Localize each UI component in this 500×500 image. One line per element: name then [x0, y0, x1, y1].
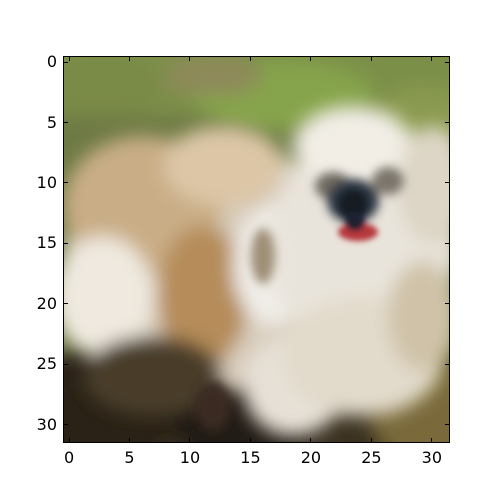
x-tick-mark-top — [310, 56, 312, 61]
x-tick-mark-top — [68, 56, 70, 61]
y-tick-mark-right — [445, 61, 450, 63]
y-tick-label: 15 — [36, 233, 57, 253]
x-tick-mark-top — [189, 56, 191, 61]
x-tick-label: 10 — [179, 448, 201, 467]
x-tick-label: 30 — [421, 448, 443, 467]
y-tick-label: 10 — [36, 172, 57, 192]
y-tick-label: 5 — [46, 112, 57, 132]
y-tick-mark-right — [445, 122, 450, 124]
y-tick-label: 20 — [36, 293, 57, 313]
x-tick-mark — [249, 438, 251, 443]
x-tick-label: 15 — [240, 448, 261, 467]
dog-image — [63, 56, 450, 443]
y-tick-mark — [63, 122, 68, 124]
x-tick-mark-top — [129, 56, 131, 61]
x-tick-mark-top — [249, 56, 251, 61]
y-tick-mark-right — [445, 424, 450, 426]
y-tick-mark-right — [445, 242, 450, 244]
y-tick-label: 30 — [36, 414, 57, 434]
y-tick-mark — [63, 182, 68, 184]
x-tick-mark — [129, 438, 131, 443]
x-tick-label: 20 — [300, 448, 322, 467]
y-tick-label: 25 — [36, 354, 57, 374]
x-tick-mark-top — [431, 56, 433, 61]
y-tick-mark — [63, 363, 68, 365]
y-tick-mark — [63, 424, 68, 426]
x-tick-label: 5 — [124, 448, 135, 467]
x-tick-mark-top — [370, 56, 372, 61]
x-tick-mark — [189, 438, 191, 443]
y-tick-mark — [63, 303, 68, 305]
x-tick-mark — [431, 438, 433, 443]
y-tick-mark — [63, 242, 68, 244]
x-tick-mark — [68, 438, 70, 443]
y-tick-mark-right — [445, 303, 450, 305]
x-tick-mark — [370, 438, 372, 443]
y-tick-mark-right — [445, 182, 450, 184]
image-plot — [63, 56, 450, 443]
y-tick-label: 0 — [46, 52, 57, 72]
y-tick-mark-right — [445, 363, 450, 365]
x-tick-mark — [310, 438, 312, 443]
x-tick-label: 25 — [361, 448, 382, 467]
x-tick-label: 0 — [63, 448, 75, 467]
y-tick-mark — [63, 61, 68, 63]
